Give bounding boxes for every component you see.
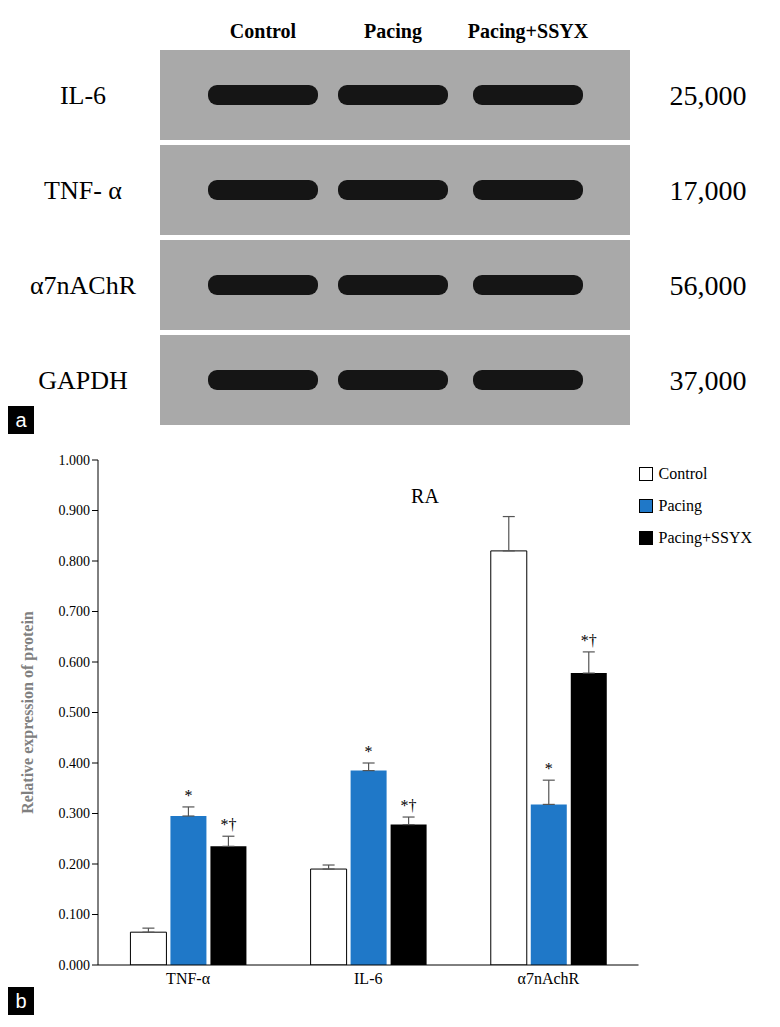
svg-text:TNF- α: TNF- α [44, 176, 122, 205]
svg-text:GAPDH: GAPDH [38, 366, 128, 395]
svg-text:a: a [15, 409, 27, 431]
svg-text:*: * [365, 743, 373, 760]
html-text:b: b [15, 990, 27, 1012]
svg-text:Pacing+SSYX: Pacing+SSYX [468, 20, 589, 43]
svg-text:*†: *† [401, 797, 417, 814]
html-text:Control: Control [658, 465, 708, 482]
svg-text:IL-6: IL-6 [60, 81, 106, 110]
svg-text:Pacing: Pacing [364, 20, 422, 43]
svg-text:*: * [184, 787, 192, 804]
svg-text:0.600: 0.600 [59, 655, 91, 670]
svg-text:*: * [545, 760, 553, 777]
svg-text:0.000: 0.000 [59, 958, 91, 973]
html-text:Pacing+SSYX: Pacing+SSYX [658, 529, 752, 546]
svg-text:56,000: 56,000 [670, 270, 747, 301]
svg-text:α7nAChR: α7nAChR [30, 271, 137, 300]
svg-text:37,000: 37,000 [670, 365, 747, 396]
svg-text:Relative expression of protein: Relative expression of protein [19, 611, 37, 814]
html-text:RA: RA [411, 485, 439, 507]
svg-text:1.000: 1.000 [59, 453, 91, 468]
svg-text:Control: Control [230, 20, 297, 42]
svg-text:TNF-α: TNF-α [166, 970, 211, 987]
svg-text:0.200: 0.200 [59, 857, 91, 872]
svg-text:*†: *† [220, 816, 236, 833]
svg-text:0.100: 0.100 [59, 907, 91, 922]
svg-text:IL-6: IL-6 [354, 970, 382, 987]
svg-text:α7nAchR: α7nAchR [518, 970, 580, 987]
svg-text:0.900: 0.900 [59, 503, 91, 518]
svg-text:25,000: 25,000 [670, 80, 747, 111]
svg-text:0.700: 0.700 [59, 604, 91, 619]
html-text:Pacing: Pacing [658, 497, 703, 514]
svg-text:*†: *† [581, 632, 597, 649]
svg-text:0.400: 0.400 [59, 756, 91, 771]
svg-text:0.800: 0.800 [59, 554, 91, 569]
svg-text:0.500: 0.500 [59, 705, 91, 720]
svg-text:0.300: 0.300 [59, 806, 91, 821]
svg-text:17,000: 17,000 [670, 175, 747, 206]
